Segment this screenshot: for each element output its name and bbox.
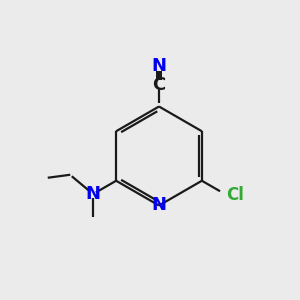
Text: C: C xyxy=(152,76,166,94)
Text: N: N xyxy=(85,185,100,203)
Text: N: N xyxy=(152,196,166,214)
Text: N: N xyxy=(152,57,166,75)
Text: Cl: Cl xyxy=(226,186,244,204)
